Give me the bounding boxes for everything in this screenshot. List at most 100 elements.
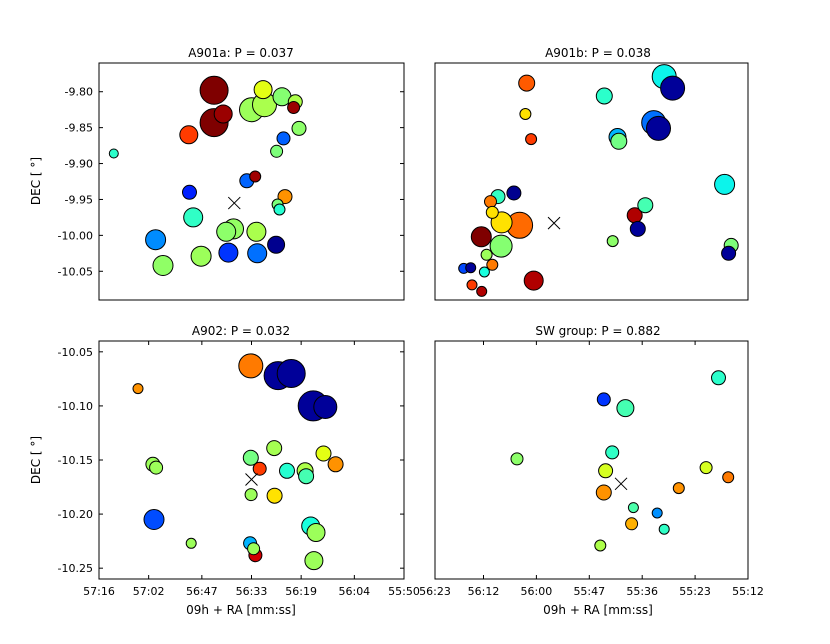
panel-a901b: A901b: P = 0.038 <box>434 46 749 301</box>
a902-point-7 <box>315 445 332 462</box>
a901b-point-21 <box>470 226 492 248</box>
a901b-axes-frame <box>434 62 749 301</box>
a901a-point-13 <box>249 170 262 183</box>
sw-group-xtick-label: 56:12 <box>468 585 500 598</box>
panel-sw-group: SW group: P = 0.882 56:23 56:12 56:00 55:47… <box>419 324 764 598</box>
a901a-ytick-label: -9.95 <box>65 193 93 206</box>
a902-point-9 <box>242 449 259 466</box>
a901a-axes-frame <box>98 62 405 301</box>
sw-group-point-5 <box>598 463 614 479</box>
a901a-point-28 <box>218 242 239 263</box>
sw-group-point-7 <box>722 471 735 484</box>
a901a-centroid-marker <box>227 196 241 210</box>
a902-point-25 <box>304 551 324 571</box>
a902-ytick-label: -10.25 <box>58 562 93 575</box>
a901a-point-22 <box>216 221 237 242</box>
a901a-point-12 <box>270 144 284 158</box>
a901b-point-14 <box>606 235 619 248</box>
a901a-point-29 <box>247 243 268 264</box>
a901a-ytick-label: -10.05 <box>58 265 93 278</box>
a902-point-17 <box>266 487 283 504</box>
sw-group-point-12 <box>625 517 639 531</box>
a901b-point-13 <box>629 220 646 237</box>
a901a-point-26 <box>152 255 174 276</box>
a902-point-5 <box>132 383 144 395</box>
a901b-point-1 <box>519 108 532 120</box>
a901b-point-30 <box>466 279 478 291</box>
a901b-point-17 <box>506 185 522 201</box>
sw-group-centroid-marker <box>614 477 628 491</box>
y-axis-label-bottom: DEC [ °] <box>29 436 43 484</box>
sw-group-point-13 <box>658 523 670 535</box>
a901b-point-16 <box>721 245 737 261</box>
sw-group-xtick-label: 55:47 <box>573 585 605 598</box>
panel-title-a902: A902: P = 0.032 <box>192 324 290 338</box>
a902-point-8 <box>327 456 344 473</box>
a902-xtick-label: 57:02 <box>133 585 165 598</box>
a902-xtick-label: 57:16 <box>83 585 115 598</box>
sw-group-ticks: 56:23 56:12 56:00 55:47 55:36 55:23 55:12 <box>419 341 764 598</box>
a901b-centroid-marker <box>547 216 561 230</box>
a901a-point-19 <box>182 184 197 200</box>
a902-point-20 <box>306 523 326 542</box>
a901a-ticks: -9.80 -9.85 -9.90 -9.95 -10.00 -10.05 <box>58 86 404 278</box>
a901b-point-28 <box>465 262 477 274</box>
a902-xtick-label: 56:33 <box>236 585 268 598</box>
sw-group-points <box>510 370 735 552</box>
a901b-point-32 <box>523 270 544 291</box>
a902-centroid-marker <box>245 473 258 486</box>
sw-group-point-1 <box>596 392 611 407</box>
a902-ytick-label: -10.10 <box>58 400 93 413</box>
a902-point-16 <box>244 488 258 502</box>
a901b-point-5 <box>610 132 628 150</box>
a902-ticks: -10.05 -10.10 -10.15 -10.20 -10.25 57:16 57:02… <box>58 341 420 598</box>
a902-point-2 <box>276 359 306 388</box>
a901b-point-31 <box>476 285 488 297</box>
a902-point-6 <box>266 440 283 457</box>
a902-point-11 <box>279 462 295 479</box>
a901b-point-25 <box>480 248 493 261</box>
a902-ytick-label: -10.05 <box>58 346 93 359</box>
a901a-point-10 <box>179 125 199 145</box>
a901b-point-29 <box>478 266 490 278</box>
sw-group-xtick-label: 55:36 <box>626 585 658 598</box>
a901a-points <box>108 75 307 276</box>
a902-point-0 <box>238 353 264 379</box>
a901b-point-12 <box>637 197 654 214</box>
a901b-point-24 <box>489 234 513 258</box>
sw-group-point-11 <box>651 507 663 519</box>
sw-group-point-10 <box>627 502 639 514</box>
x-axis-label-right: 09h + RA [mm:ss] <box>543 603 653 617</box>
a901b-point-9 <box>646 115 671 141</box>
sw-group-xtick-label: 56:00 <box>521 585 553 598</box>
a902-point-23 <box>247 542 261 556</box>
panel-title-a901b: A901b: P = 0.038 <box>545 46 651 60</box>
a901a-ytick-label: -9.80 <box>65 86 93 99</box>
a902-xtick-label: 55:50 <box>388 585 420 598</box>
sw-group-xtick-label: 55:23 <box>679 585 711 598</box>
a901a-ytick-label: -9.85 <box>65 122 93 135</box>
sw-group-point-4 <box>510 452 524 466</box>
a902-point-15 <box>149 460 164 475</box>
sw-group-axes-frame <box>434 340 749 580</box>
a902-xtick-label: 56:47 <box>186 585 218 598</box>
a901a-ytick-label: -9.90 <box>65 158 93 171</box>
a902-point-18 <box>143 509 165 530</box>
a902-points <box>132 353 344 571</box>
sw-group-point-8 <box>672 482 685 495</box>
a901b-point-10 <box>714 173 736 195</box>
panel-title-a901a: A901a: P = 0.037 <box>188 46 294 60</box>
a902-point-4 <box>313 395 338 419</box>
a901b-point-20 <box>485 205 499 219</box>
panel-a901a: A901a: P = 0.037 -9.80 -9.85 -9.90 -9.95 -10… <box>58 46 405 301</box>
a902-point-21 <box>185 537 197 549</box>
a901a-point-25 <box>145 229 167 251</box>
y-axis-label-top: DEC [ °] <box>29 157 43 205</box>
a901a-point-20 <box>183 207 204 228</box>
sw-group-xtick-label: 55:12 <box>732 585 764 598</box>
a901b-point-26 <box>486 258 499 271</box>
a901a-point-8 <box>287 101 301 114</box>
panel-a902: A902: P = 0.032 -10.05 -10.10 -10.15 -10.20… <box>58 324 420 598</box>
sw-group-xtick-label: 56:23 <box>419 585 451 598</box>
a902-xtick-label: 56:04 <box>338 585 370 598</box>
